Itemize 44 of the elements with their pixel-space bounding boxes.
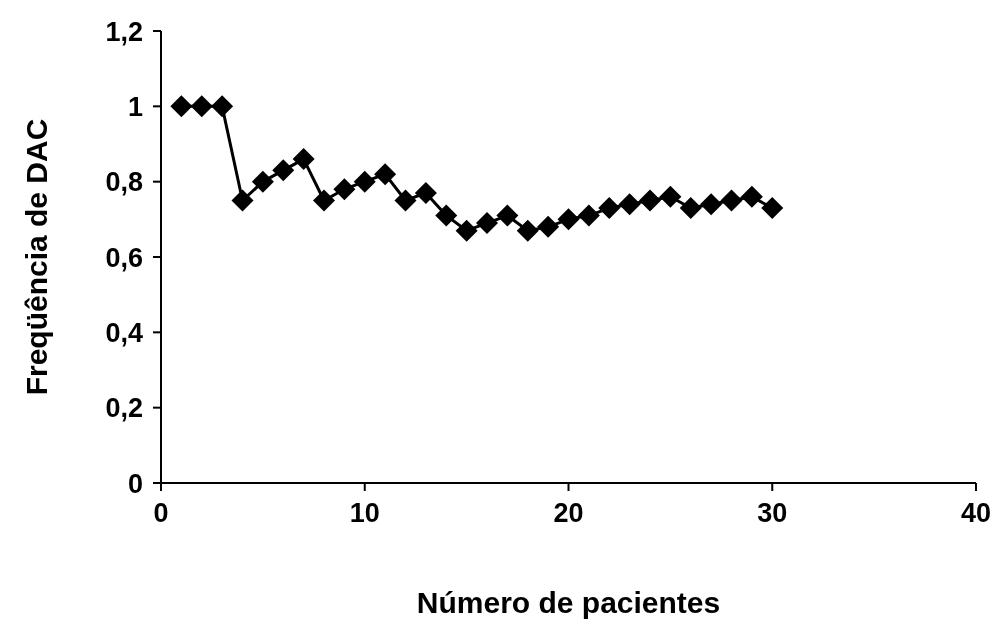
point [231,189,254,212]
x-axis-title: Número de pacientes [416,586,721,619]
point [394,189,417,212]
point [251,170,274,193]
x-tick-label: 30 [757,498,788,529]
point [516,219,539,242]
x-tick-label: 10 [349,498,380,529]
point [353,170,376,193]
x-tick-label: 40 [960,498,992,529]
point [598,197,621,220]
point [211,95,234,118]
y-tick-label: 0,2 [105,393,143,424]
y-tick-label: 1,2 [105,16,143,47]
point [313,189,335,212]
point [740,185,763,208]
point [170,95,193,118]
point [435,204,458,227]
point [272,159,295,182]
point [374,163,397,186]
y-axis-title: Freqüência de DAC [19,118,53,396]
y-tick-label: 1 [127,91,143,122]
y-tick-label: 0 [127,468,143,499]
y-tick-label: 0,6 [105,242,143,273]
point [639,189,661,212]
x-tick-label: 20 [553,498,584,529]
point [618,193,641,216]
y-tick-label: 0,4 [105,317,143,348]
point [720,189,743,212]
point [679,197,702,220]
point [761,197,784,220]
y-tick-label: 0,8 [105,167,143,198]
point [496,204,519,227]
point [537,215,560,238]
point [455,219,478,242]
point [700,193,723,216]
x-tick-label: 0 [153,498,169,529]
point [414,181,437,204]
point [190,95,213,118]
point [292,148,315,171]
point [333,178,356,201]
point [557,208,580,231]
point [659,185,682,208]
point [476,212,498,235]
point [577,204,600,227]
